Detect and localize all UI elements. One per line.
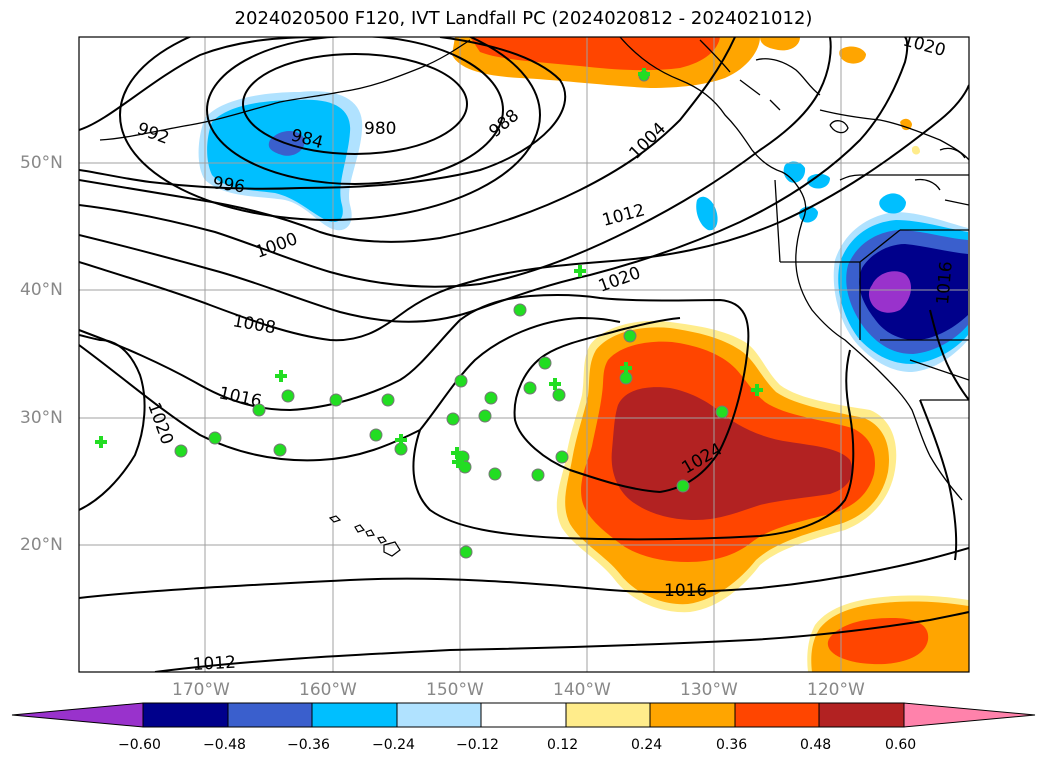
- colorbar-tick-label: −0.60: [118, 737, 161, 753]
- colorbar-tick-label: 0.36: [716, 737, 748, 753]
- colorbar-tick-label: 0.60: [885, 737, 917, 753]
- plot-area: 992 984 980 988 1004 996 1012 1000 1020 …: [79, 37, 969, 675]
- marker-circle: [488, 467, 502, 481]
- slp-contours: [79, 37, 969, 672]
- marker-circle: [676, 479, 690, 493]
- marker-circle: [523, 381, 537, 395]
- marker-circle: [478, 409, 492, 423]
- colorbar-tick-label: −0.24: [372, 737, 415, 753]
- marker-plus: [620, 362, 632, 374]
- marker-plus: [395, 434, 407, 446]
- plot-frame: [78, 36, 970, 673]
- colorbar-tick-label: 0.12: [547, 737, 579, 753]
- marker-circle: [459, 545, 473, 559]
- marker-plus: [751, 384, 763, 396]
- marker-circle: [369, 428, 383, 442]
- lat-label: 20°N: [20, 535, 63, 555]
- lon-label: 120°W: [807, 680, 865, 700]
- contour-label: 980: [364, 119, 396, 139]
- colorbar-segment: [649, 702, 736, 728]
- marker-circle: [446, 412, 460, 426]
- lat-label: 40°N: [20, 280, 63, 300]
- lat-label: 30°N: [20, 408, 63, 428]
- marker-circle: [381, 393, 395, 407]
- lon-label: 170°W: [172, 680, 230, 700]
- colorbar-extend-high: [903, 702, 1036, 728]
- marker-plus: [574, 265, 586, 277]
- hawaiian-islands: [328, 515, 401, 557]
- marker-circle: [623, 329, 637, 343]
- marker-circle: [454, 374, 468, 388]
- marker-plus: [275, 370, 287, 382]
- marker-circle: [555, 450, 569, 464]
- marker-circle: [329, 393, 343, 407]
- marker-circle: [208, 431, 222, 445]
- colorbar-tick-label: 0.48: [800, 737, 832, 753]
- lon-label: 150°W: [426, 680, 484, 700]
- colorbar-tick-label: 0.24: [631, 737, 663, 753]
- colorbar-segment: [818, 702, 905, 728]
- lon-label: 160°W: [299, 680, 357, 700]
- positive-anomaly-gulf-of-alaska: [452, 37, 920, 155]
- colorbar-tick-label: −0.36: [287, 737, 330, 753]
- marker-plus: [452, 456, 464, 468]
- colorbar-segment: [142, 702, 229, 728]
- marker-circle: [281, 389, 295, 403]
- lat-label: 50°N: [20, 153, 63, 173]
- marker-circle: [252, 403, 266, 417]
- contour-label: 1016: [933, 261, 957, 306]
- colorbar-segment: [480, 702, 567, 728]
- colorbar-segment: [396, 702, 482, 728]
- marker-plus: [549, 378, 561, 390]
- marker-circle: [531, 468, 545, 482]
- marker-circle: [513, 303, 527, 317]
- marker-circle: [552, 388, 566, 402]
- negative-anomaly-aleutian: [198, 91, 363, 231]
- coastlines: [99, 37, 969, 501]
- contour-label: 996: [211, 173, 246, 197]
- colorbar: [11, 702, 1036, 728]
- marker-plus: [95, 436, 107, 448]
- marker-circle: [538, 356, 552, 370]
- contour-label: 1016: [664, 581, 707, 601]
- marker-circle: [484, 391, 498, 405]
- colorbar-tick-label: −0.48: [203, 737, 246, 753]
- contour-label: 1012: [192, 653, 236, 675]
- colorbar-segment: [565, 702, 651, 728]
- colorbar-tick-label: −0.12: [456, 737, 499, 753]
- marker-circle: [174, 444, 188, 458]
- marker-circle: [273, 443, 287, 457]
- marker-circle: [715, 405, 729, 419]
- landfall-plus-markers: [95, 68, 763, 468]
- colorbar-segment: [227, 702, 313, 728]
- colorbar-segment: [734, 702, 820, 728]
- colorbar-segment: [311, 702, 398, 728]
- marker-plus: [638, 68, 650, 80]
- graticule: [79, 37, 969, 672]
- colorbar-extend-low: [11, 702, 144, 728]
- contour-label-group: 992 984 980 988 1004 996 1012 1000 1020 …: [134, 37, 957, 675]
- lon-label: 140°W: [553, 680, 611, 700]
- lon-label: 130°W: [680, 680, 738, 700]
- negative-anomaly-west-us: [696, 161, 968, 372]
- map-title: 2024020500 F120, IVT Landfall PC (202402…: [234, 8, 813, 29]
